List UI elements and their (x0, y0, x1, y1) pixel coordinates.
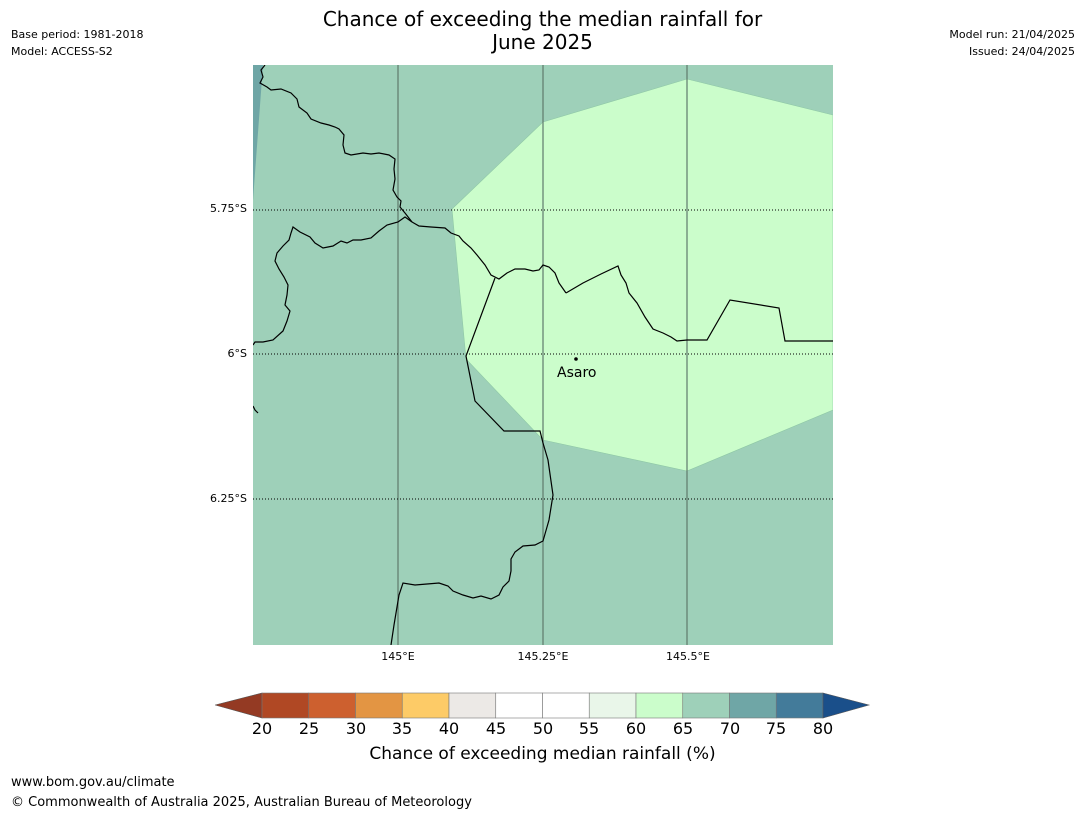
colorbar-segment (448, 692, 497, 719)
colorbar-tick: 50 (532, 719, 554, 738)
colorbar-extend-left (213, 692, 263, 719)
colorbar-extend-right (822, 692, 871, 719)
colorbar-segment (308, 692, 356, 719)
lon-label-145-25: 145.25°E (517, 650, 569, 663)
colorbar-segment (261, 692, 310, 719)
lat-label-6: 6°S (227, 347, 247, 360)
zone-70-75 (253, 65, 263, 200)
colorbar-tick: 30 (345, 719, 367, 738)
province-boundaries (253, 65, 833, 645)
colorbar-tick: 75 (765, 719, 787, 738)
colorbar-segment (588, 692, 637, 719)
model-run-text: Model run: 21/04/2025 (949, 28, 1075, 41)
colorbar-segment (495, 692, 543, 719)
base-period-text: Base period: 1981-2018 (11, 28, 144, 41)
model-text: Model: ACCESS-S2 (11, 45, 113, 58)
colorbar-segment (542, 692, 590, 719)
colorbar-tick: 55 (578, 719, 600, 738)
colorbar-tick: 35 (391, 719, 413, 738)
colorbar-tick: 60 (625, 719, 647, 738)
colorbar-segment (682, 692, 730, 719)
asaro-marker[interactable] (574, 357, 578, 361)
lon-label-145: 145°E (381, 650, 415, 663)
colorbar-segment (635, 692, 684, 719)
map-title-line2: June 2025 (492, 30, 593, 54)
map-title-line1: Chance of exceeding the median rainfall … (322, 7, 763, 31)
footer-copyright: © Commonwealth of Australia 2025, Austra… (11, 795, 472, 810)
colorbar-segments (261, 692, 824, 719)
colorbar-tick: 70 (719, 719, 741, 738)
colorbar-segment (729, 692, 777, 719)
colorbar-tick: 20 (251, 719, 273, 738)
footer-url[interactable]: www.bom.gov.au/climate (11, 775, 175, 790)
colorbar (213, 690, 875, 726)
colorbar-label: Chance of exceeding median rainfall (%) (369, 744, 716, 764)
colorbar-tick: 25 (298, 719, 320, 738)
colorbar-segment (355, 692, 403, 719)
colorbar-tick: 80 (812, 719, 834, 738)
metadata-right: Model run: 21/04/2025 Issued: 24/04/2025 (949, 26, 1075, 60)
colorbar-tick: 65 (672, 719, 694, 738)
colorbar-segment (401, 692, 450, 719)
forecast-map[interactable] (253, 65, 833, 645)
lat-label-5-75: 5.75°S (210, 202, 247, 215)
lat-label-6-25: 6.25°S (210, 492, 247, 505)
metadata-left: Base period: 1981-2018 Model: ACCESS-S2 (11, 26, 143, 60)
lon-label-145-5: 145.5°E (666, 650, 710, 663)
colorbar-tick: 45 (485, 719, 507, 738)
issued-text: Issued: 24/04/2025 (968, 45, 1075, 58)
colorbar-segment (775, 692, 824, 719)
place-label-asaro: Asaro (557, 365, 597, 381)
colorbar-tick: 40 (438, 719, 460, 738)
zone-60-65 (451, 78, 833, 472)
